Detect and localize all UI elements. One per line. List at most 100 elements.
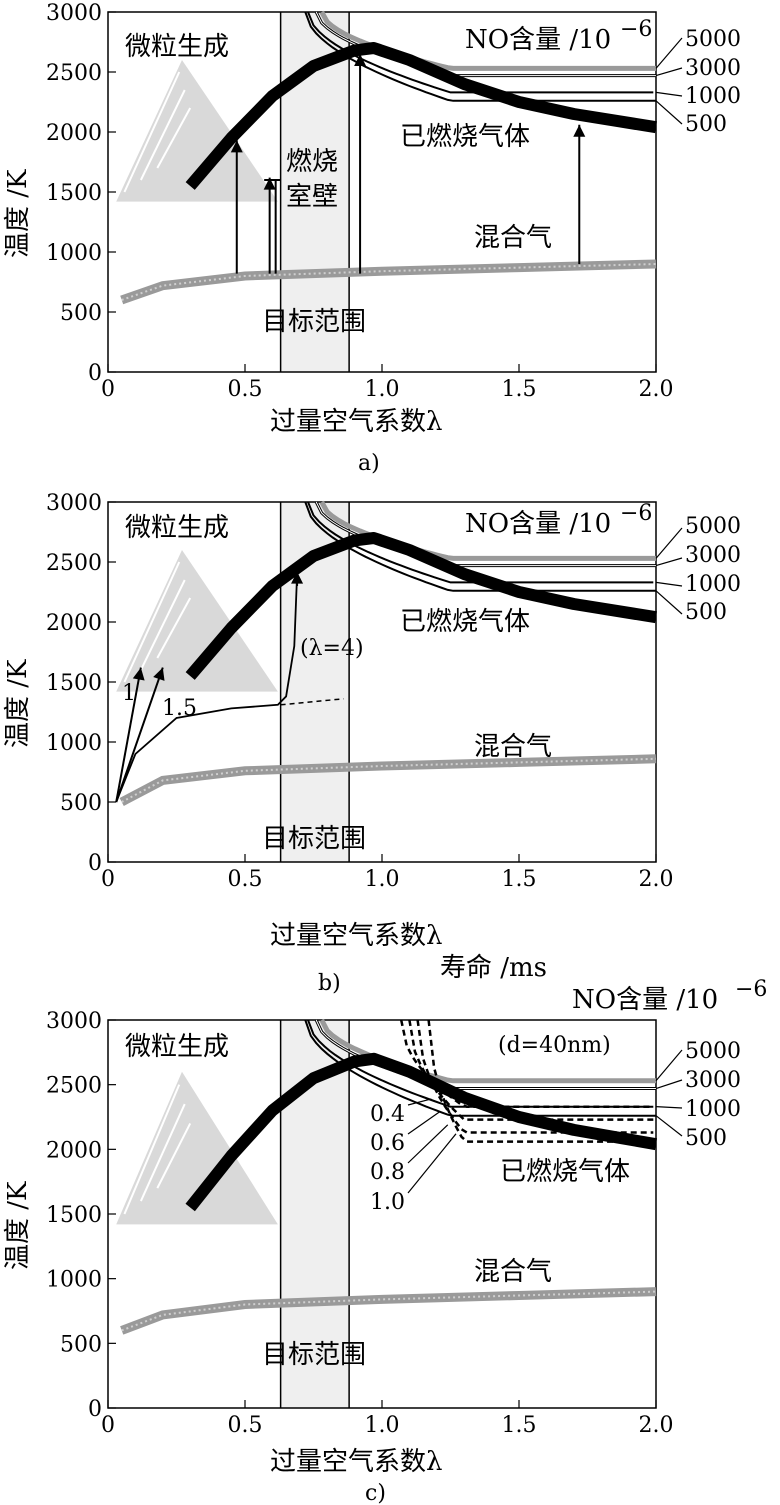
no-level-3000: 3000 [685, 1068, 741, 1093]
y-tick-label: 1000 [46, 731, 102, 756]
diameter-label: (d=40nm) [498, 1033, 611, 1058]
lifetime-leader [407, 1098, 432, 1106]
no-leader-line [655, 100, 683, 125]
lifetime-curve-0.8 [416, 1019, 654, 1134]
no-exp: −6 [735, 977, 767, 1002]
plot-area-b: 0 500 1000 1500 2000 2500 3000 0 0.5 1.0 1.5 2.0 [46, 491, 683, 892]
no-leader-line [655, 91, 683, 97]
no-leader-line [655, 1049, 683, 1082]
no-level-3000: 3000 [685, 56, 741, 81]
y-tick-label: 1500 [46, 671, 102, 696]
particle-region [116, 1071, 278, 1225]
y-tick-label: 3000 [46, 1, 102, 26]
no-leader-line [655, 37, 683, 69]
x-tick-label: 2.0 [639, 377, 674, 402]
chart-panel-c: 0 500 1000 1500 2000 2500 3000 0 0.5 1.0 1.5 2.0 微粒… [3, 977, 767, 1505]
lifetime-04: 0.4 [370, 1102, 405, 1127]
lifetime-leader [407, 1124, 449, 1164]
lifetime-title: 寿命 /ms [440, 953, 547, 983]
heat-arrow-head [573, 124, 586, 137]
mixture-label: 混合气 [474, 732, 552, 762]
x-tick-label: 1.0 [365, 1413, 400, 1438]
y-tick-label: 2000 [46, 121, 102, 146]
plot-area-a: 0 500 1000 1500 2000 2500 3000 0 0.5 1.0 1.5 2.0 [46, 1, 683, 402]
y-tick-label: 1500 [46, 1203, 102, 1228]
x-axis-label: 过量空气系数λ [270, 921, 442, 951]
no-level-5000: 5000 [685, 27, 741, 52]
lifetime-08: 0.8 [370, 1160, 405, 1185]
lambda-4-path [115, 573, 298, 803]
x-tick-label: 1.5 [502, 867, 537, 892]
particle-region-stripe [123, 71, 181, 193]
wall-label-2: 室壁 [286, 182, 338, 212]
target-range-label: 目标范围 [262, 1340, 366, 1370]
y-tick-label: 3000 [46, 1009, 102, 1034]
lifetime-curve-0.4 [399, 1019, 654, 1108]
no-exp: −6 [620, 17, 652, 42]
particle-label: 微粒生成 [125, 1032, 229, 1062]
lifetime-curve-1.0 [427, 1019, 654, 1143]
y-axis-label: 温度 /K [3, 659, 33, 748]
lifetime-10: 1.0 [370, 1190, 405, 1215]
caption-b: b) [318, 971, 341, 996]
lambda-1-label: 1 [122, 681, 136, 706]
particle-region-stripe [156, 1123, 192, 1189]
mixture-label: 混合气 [474, 1257, 552, 1287]
y-tick-label: 2500 [46, 1074, 102, 1099]
x-tick-label: 1.5 [502, 1413, 537, 1438]
no-leader-line [655, 581, 683, 587]
burned-gas-curve [185, 42, 657, 190]
no-level-500: 500 [685, 112, 727, 137]
y-tick-label: 1000 [46, 1268, 102, 1293]
no-level-3000: 3000 [685, 543, 741, 568]
no-title: NO含量 /10 [465, 509, 611, 539]
y-tick-label: 3000 [46, 491, 102, 516]
x-tick-label: 0 [101, 867, 115, 892]
y-axis-label: 温度 /K [3, 1181, 33, 1270]
no-level-500: 500 [685, 1126, 727, 1151]
lifetime-curve-0.6 [408, 1019, 656, 1121]
no-title: NO含量 /10 [465, 25, 611, 55]
ignition-arrow-head [153, 667, 165, 681]
caption-c: c) [365, 1481, 386, 1505]
x-tick-label: 0.5 [228, 867, 263, 892]
particle-region [116, 550, 278, 692]
plot-area-c: 0 500 1000 1500 2000 2500 3000 0 0.5 1.0 1.5 2.0 [46, 1009, 683, 1438]
no-curve-500 [304, 1019, 656, 1117]
mixture-curve-hatch [121, 757, 657, 803]
caption-a: a) [358, 451, 380, 476]
y-tick-label: 0 [88, 1397, 102, 1422]
x-tick-label: 2.0 [639, 1413, 674, 1438]
particle-region-stripe [156, 597, 192, 659]
no-level-1000: 1000 [685, 1097, 741, 1122]
y-tick-label: 1000 [46, 241, 102, 266]
particle-region-stripe [139, 1103, 186, 1202]
burned-gas-label: 已燃烧气体 [400, 122, 530, 152]
y-tick-label: 500 [60, 1332, 102, 1357]
particle-region-stripe [123, 1084, 181, 1215]
burned-gas-curve [185, 1052, 658, 1212]
x-axis-label: 过量空气系数λ [270, 1447, 442, 1477]
mixture-curve [119, 754, 657, 806]
no-title: NO含量 /10 [572, 985, 718, 1015]
no-level-1000: 1000 [685, 572, 741, 597]
y-tick-label: 500 [60, 791, 102, 816]
no-leader-line [655, 1106, 683, 1109]
particle-region-stripe [139, 89, 186, 181]
lifetime-06: 0.6 [370, 1131, 405, 1156]
no-leader-line [655, 1115, 683, 1137]
heat-arrow-head [354, 54, 367, 66]
burned-gas-label: 已燃烧气体 [500, 1157, 630, 1187]
ignition-arrow-head [132, 667, 145, 681]
particle-region-stripe [156, 107, 192, 169]
x-tick-label: 2.0 [639, 867, 674, 892]
x-axis-label: 过量空气系数λ [270, 407, 442, 437]
ignition-arrow [115, 667, 142, 803]
wall-label-1: 燃烧 [286, 147, 338, 177]
no-level-500: 500 [685, 600, 727, 625]
mixture-curve-hatch [121, 263, 657, 301]
mixture-curve [120, 1287, 657, 1335]
no-level-5000: 5000 [685, 1039, 741, 1064]
no-level-1000: 1000 [685, 84, 741, 109]
